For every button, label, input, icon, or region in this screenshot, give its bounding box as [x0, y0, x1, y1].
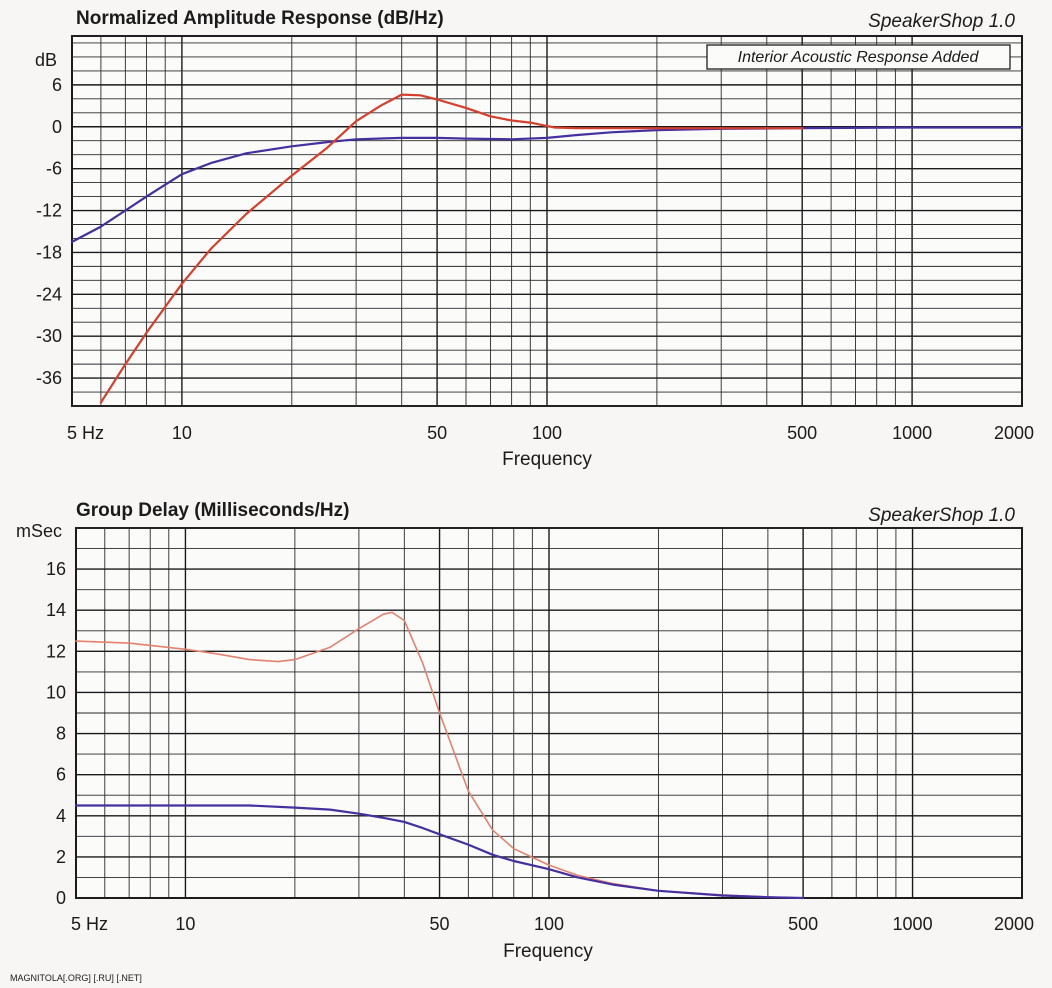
amplitude-chart-brand: SpeakerShop 1.0 — [868, 11, 1015, 32]
amplitude-series-line-2 — [99, 93, 804, 404]
amplitude-x-tick-label: 1000 — [892, 423, 932, 443]
group-delay-chart-brand: SpeakerShop 1.0 — [868, 505, 1015, 526]
amplitude-x-tick-label: 500 — [787, 423, 817, 443]
group-delay-x-tick-label: 1000 — [893, 914, 933, 934]
amplitude-x-tick-label: 5 Hz — [67, 423, 104, 443]
group-delay-x-axis-label: Frequency — [503, 941, 593, 962]
group-delay-x-tick-label: 10 — [175, 914, 195, 934]
amplitude-x-tick-label: 2000 — [994, 423, 1034, 443]
amplitude-y-tick-label: -36 — [36, 368, 62, 388]
group-delay-y-tick-label: 4 — [56, 806, 66, 826]
amplitude-x-tick-label: 100 — [532, 423, 562, 443]
group-delay-y-tick-label: 8 — [56, 724, 66, 744]
amplitude-y-tick-labels: 6 0 -6 -12 -18 -24 -30 -36 — [36, 75, 62, 388]
group-delay-x-tick-label: 500 — [788, 914, 818, 934]
amplitude-y-tick-label: -12 — [36, 201, 62, 221]
note-box — [706, 44, 1011, 70]
group-delay-series-line-2 — [74, 804, 805, 900]
note-text: Interior Acoustic Response Added — [738, 49, 980, 66]
group-delay-series-group — [74, 611, 805, 900]
group-delay-y-tick-label: 14 — [46, 600, 66, 620]
amplitude-x-tick-labels: 5 Hz 10 50 100 500 1000 2000 — [67, 423, 1034, 443]
amplitude-y-axis-label: dB — [35, 50, 57, 70]
amplitude-y-tick-label: -6 — [46, 159, 62, 179]
group-delay-y-tick-label: 0 — [56, 888, 66, 908]
group-delay-x-tick-label: 50 — [430, 914, 450, 934]
group-delay-y-tick-label: 12 — [46, 641, 66, 661]
amplitude-y-tick-label: 6 — [52, 75, 62, 95]
amplitude-series-group — [70, 93, 1024, 404]
group-delay-x-tick-label: 2000 — [994, 914, 1034, 934]
group-delay-chart-title: Group Delay (Milliseconds/Hz) — [76, 500, 349, 521]
amplitude-x-tick-label: 50 — [427, 423, 447, 443]
amplitude-y-tick-label: -18 — [36, 242, 62, 262]
interior-response-note: Interior Acoustic Response Added — [706, 44, 1011, 70]
amplitude-vertical-grid — [71, 36, 1023, 406]
group-delay-x-tick-labels: 5 Hz 10 50 100 500 1000 2000 — [71, 914, 1034, 934]
group-delay-x-tick-label: 100 — [534, 914, 564, 934]
group-delay-y-tick-label: 6 — [56, 765, 66, 785]
amplitude-chart-title: Normalized Amplitude Response (dB/Hz) — [76, 8, 444, 29]
amplitude-y-tick-label: 0 — [52, 117, 62, 137]
group-delay-y-tick-label: 2 — [56, 847, 66, 867]
group-delay-y-tick-label: 16 — [46, 559, 66, 579]
amplitude-x-tick-label: 10 — [172, 423, 192, 443]
group-delay-y-axis-label: mSec — [16, 521, 62, 541]
amplitude-chart: Normalized Amplitude Response (dB/Hz) Sp… — [35, 8, 1034, 470]
amplitude-series-line-1 — [70, 126, 1024, 243]
watermark-footer: MAGNITOLA[.ORG] [.RU] [.NET] — [10, 973, 142, 983]
group-delay-y-tick-labels: 16 14 12 10 8 6 4 2 0 — [46, 559, 66, 908]
group-delay-chart: Group Delay (Milliseconds/Hz) SpeakerSho… — [16, 500, 1034, 962]
group-delay-y-tick-label: 10 — [46, 682, 66, 702]
amplitude-y-tick-label: -30 — [36, 326, 62, 346]
amplitude-horizontal-grid — [72, 42, 1022, 407]
group-delay-horizontal-grid — [76, 527, 1022, 899]
amplitude-x-axis-label: Frequency — [502, 449, 592, 470]
amplitude-y-tick-label: -24 — [36, 284, 62, 304]
group-delay-x-tick-label: 5 Hz — [71, 914, 108, 934]
